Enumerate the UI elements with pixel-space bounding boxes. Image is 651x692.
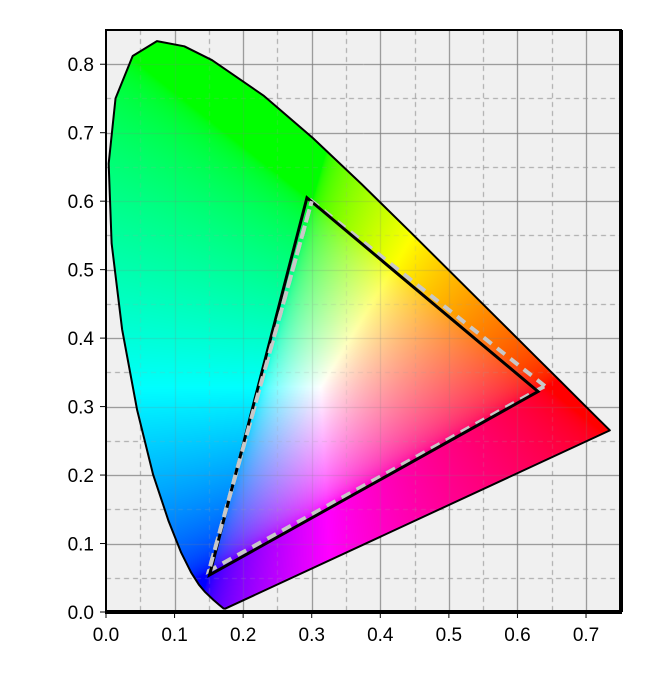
gamut-triangle-solid: [207, 195, 541, 579]
gamut-triangle-dashed-edge: [206, 200, 314, 572]
plot-frame: [105, 29, 622, 613]
x-tick-label: 0.2: [230, 625, 256, 646]
y-tick-label: 0.3: [68, 398, 94, 419]
y-tick-label: 0.7: [68, 124, 94, 145]
axes: 0.0 0.1 0.2 0.3 0.4 0.5 0.6 0.7 0.0 0.1 0.2 0.3 0.4 0…: [68, 29, 623, 646]
y-tick-label: 0.6: [68, 192, 94, 213]
y-tick-label: 0.0: [68, 603, 94, 624]
x-tick-label: 0.5: [436, 625, 462, 646]
marks: [107, 40, 611, 610]
x-tick-label: 0.3: [299, 625, 325, 646]
spectral-locus: [107, 40, 611, 610]
y-tick-label: 0.5: [68, 261, 94, 282]
x-tick-label: 0.7: [573, 625, 599, 646]
y-tick-label: 0.4: [68, 329, 95, 350]
y-tick-label: 0.2: [68, 466, 94, 487]
y-tick-label: 0.8: [68, 55, 94, 76]
x-tick-label: 0.1: [161, 625, 187, 646]
x-tick-label: 0.4: [367, 625, 394, 646]
gamut-triangle-dashed: [205, 197, 549, 575]
x-tick-label: 0.6: [504, 625, 530, 646]
x-tick-label: 0.0: [93, 625, 119, 646]
y-tick-label: 0.1: [68, 535, 94, 556]
